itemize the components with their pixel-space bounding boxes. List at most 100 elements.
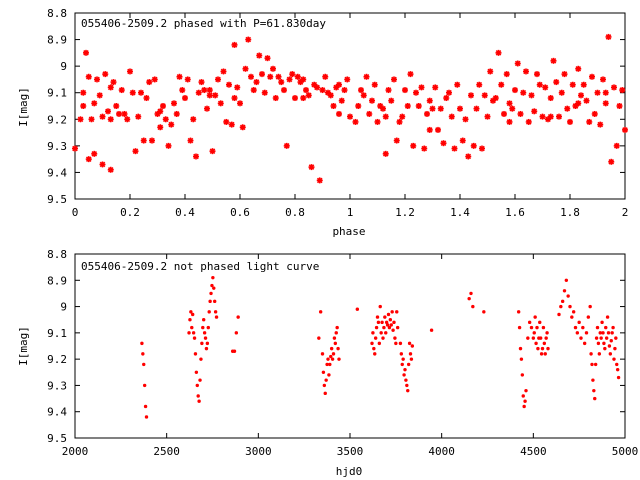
phased-data-point	[451, 145, 458, 152]
phased-data-point	[300, 95, 307, 102]
unphased-data-point	[405, 383, 409, 388]
unphased-data-point	[380, 320, 384, 325]
phased-data-point	[275, 73, 282, 80]
phased-data-point	[127, 68, 133, 75]
phased-y-tick-label: 9.5	[47, 193, 67, 206]
unphased-data-point	[590, 362, 594, 367]
phased-data-point	[179, 87, 186, 94]
unphased-data-point	[615, 362, 619, 367]
unphased-data-point	[321, 370, 326, 374]
unphased-data-point	[324, 378, 328, 382]
phased-data-point	[160, 103, 166, 109]
phased-data-point	[440, 140, 447, 147]
phased-data-point	[99, 113, 106, 120]
unphased-data-point	[317, 336, 321, 340]
unphased-data-point	[232, 349, 237, 353]
phased-data-point	[578, 92, 584, 99]
phased-data-point	[399, 113, 406, 120]
phased-data-point	[380, 105, 386, 112]
unphased-data-point	[398, 341, 403, 346]
unphased-data-point	[522, 404, 526, 409]
phased-data-point	[330, 103, 337, 109]
unphased-data-point	[407, 341, 412, 346]
phased-data-point	[270, 65, 276, 72]
phased-data-point	[168, 121, 175, 128]
unphased-data-point	[381, 336, 385, 340]
unphased-data-point	[202, 331, 207, 335]
phased-data-point	[91, 150, 98, 157]
unphased-data-point	[577, 320, 581, 325]
phased-data-point	[446, 89, 452, 96]
phased-data-point	[223, 118, 230, 125]
unphased-data-point	[568, 304, 572, 309]
phased-data-point	[388, 97, 395, 104]
unphased-y-tick-label: 9.4	[47, 406, 67, 419]
phased-data-point	[336, 81, 342, 88]
unphased-data-point	[211, 275, 215, 280]
phased-data-point	[473, 105, 480, 112]
phased-data-point	[589, 73, 595, 80]
phased-y-tick-label: 9.1	[47, 87, 67, 100]
unphased-data-point	[606, 331, 611, 335]
phased-data-point	[80, 103, 87, 109]
unphased-data-point	[383, 315, 387, 319]
phased-chart-title: 055406-2509.2 phased with P=61.830day	[81, 17, 326, 30]
unphased-data-point	[378, 304, 382, 309]
phased-x-tick-label: 1.8	[560, 206, 580, 219]
phased-data-point	[385, 87, 392, 94]
phased-data-point	[83, 49, 89, 56]
phased-data-point	[404, 103, 411, 109]
phased-data-point	[237, 100, 243, 107]
unphased-data-point	[526, 336, 530, 340]
phased-data-point	[369, 97, 375, 104]
phased-data-point	[165, 142, 172, 149]
unphased-data-point	[409, 357, 414, 361]
phased-data-point	[424, 110, 430, 117]
phased-data-point	[187, 137, 194, 144]
unphased-data-point	[330, 357, 335, 361]
unphased-data-point	[212, 286, 216, 290]
unphased-data-point	[540, 346, 545, 351]
unphased-data-point	[575, 331, 580, 335]
phased-data-point	[594, 89, 601, 96]
unphased-data-point	[209, 291, 213, 296]
unphased-data-point	[140, 341, 144, 346]
phased-data-point	[550, 57, 557, 64]
phased-data-point	[514, 60, 521, 67]
unphased-data-point	[203, 336, 208, 340]
unphased-data-point	[429, 328, 434, 332]
unphased-data-point	[322, 383, 327, 388]
phased-x-tick-label: 1.2	[395, 206, 415, 219]
phased-data-point	[341, 87, 348, 94]
unphased-data-point	[570, 315, 574, 319]
phased-data-point	[234, 84, 241, 91]
unphased-data-point	[608, 352, 613, 356]
phased-data-point	[402, 87, 408, 94]
unphased-data-point	[612, 357, 616, 361]
phased-data-point	[118, 87, 125, 94]
phased-data-point	[157, 108, 164, 115]
phased-data-point	[138, 89, 144, 96]
phased-data-point	[107, 116, 114, 123]
unphased-data-point	[519, 357, 524, 361]
unphased-x-tick-label: 2000	[62, 445, 89, 458]
phased-data-point	[426, 126, 433, 133]
unphased-data-point	[403, 367, 407, 372]
unphased-data-point	[529, 325, 534, 330]
phased-data-point	[253, 79, 260, 86]
unphased-data-point	[141, 352, 145, 356]
unphased-y-tick-label: 9.3	[47, 379, 67, 392]
phased-data-point	[583, 97, 590, 104]
phased-data-point	[261, 89, 268, 96]
phased-y-tick-label: 9	[60, 60, 67, 73]
unphased-data-point	[207, 310, 211, 314]
phased-data-point	[107, 84, 114, 91]
unphased-data-point	[603, 346, 607, 351]
unphased-data-point	[469, 291, 473, 296]
phased-y-axis-label: I[mag]	[17, 87, 30, 127]
phased-data-point	[462, 116, 469, 123]
phased-data-point	[294, 73, 301, 80]
unphased-data-point	[387, 325, 392, 330]
phased-data-point	[157, 124, 164, 131]
unphased-x-tick-label: 4000	[428, 445, 455, 458]
